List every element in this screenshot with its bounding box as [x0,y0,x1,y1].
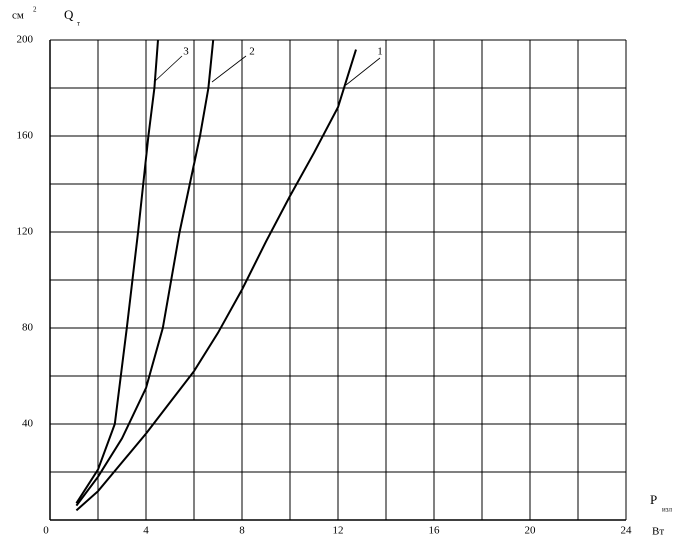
y-symbol: Q [64,7,74,22]
y-tick-label: 200 [17,34,34,46]
series-label: 3 [183,46,189,58]
x-tick-label: 8 [239,525,245,537]
data-line [75,39,159,504]
leader-line [211,55,247,83]
x-tick-label: 4 [143,525,149,537]
x-tick-label: 16 [429,525,441,537]
x-subscript: изл [662,506,673,514]
y-tick-label: 160 [17,130,34,142]
y-tick-label: 80 [22,322,34,334]
x-tick-label: 0 [43,525,49,537]
x-tick-label: 24 [621,525,633,537]
y-tick-label: 40 [22,418,34,430]
y-subscript: т [77,20,80,28]
series-label: 2 [249,46,255,58]
y-tick-label: 120 [17,226,34,238]
x-tick-label: 12 [333,525,344,537]
x-unit: Вт [652,526,664,538]
leader-line [345,57,381,86]
x-symbol: P [650,492,657,507]
x-tick-label: 20 [525,525,537,537]
data-line [75,39,215,507]
data-line [75,49,357,512]
y-unit-exp: 2 [33,6,37,14]
series-label: 1 [377,46,383,58]
leader-line [153,55,183,83]
y-unit: см [12,10,24,22]
